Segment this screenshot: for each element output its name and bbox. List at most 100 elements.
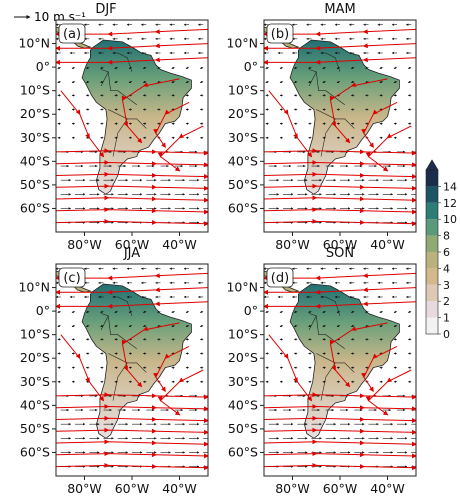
lat-label: 40°S [20,153,50,168]
panel-letter: (d) [266,267,294,288]
streamline [56,287,208,295]
wind-vector [393,310,398,313]
colorbar-tick-label: 10 [443,213,457,226]
wind-vector [393,80,398,84]
wind-vector [308,66,312,69]
wind-vector [379,66,383,69]
map-panel-mam: (b) MAM 10°N 0° 10°S 20°S 30°S 40°S 50°S 60°S 80°W… [226,2,417,252]
lon-label: 40°W [162,481,197,496]
panel-letter: (c) [58,267,86,288]
colorbar-segment [426,186,438,203]
wind-vector [393,324,398,328]
wind-vector [336,66,341,69]
lon-label: 80°W [67,481,102,496]
lat-label: 0° [244,59,258,74]
wind-vector [100,66,104,69]
colorbar-tick-label: 0 [443,328,450,341]
colorbar-tick-label: 2 [443,295,450,308]
streamline [157,369,204,416]
colorbar-extension [425,159,439,171]
wind-vector [171,66,175,69]
colorbar-segment [426,301,438,318]
wind-vector [365,324,369,328]
wind-vector [379,310,383,313]
lat-label: 10°N [226,36,258,51]
wind-vector [71,324,76,328]
lat-label: 10°S [20,83,50,98]
wind-vector [350,310,355,313]
streamline [264,287,416,295]
wind-vector [128,310,133,313]
streamline [56,183,208,191]
lon-label: 60°W [323,481,358,496]
colorbar-segment [426,219,438,236]
lat-label: 0° [36,59,50,74]
wind-vector [185,66,190,69]
streamline [264,218,416,227]
wind-vector [322,66,326,69]
wind-vector [350,66,355,69]
wind-vector [279,310,284,313]
lat-label: 30°S [20,374,50,389]
streamline [365,125,412,172]
wind-vector [85,310,90,313]
colorbar-segment [426,284,438,302]
wind-vector [407,80,412,84]
panel-letter-text: (d) [271,271,289,286]
colorbar-tick-label: 6 [443,246,450,259]
wind-vector [308,324,312,328]
colorbar-segment [426,268,438,285]
wind-vector [85,66,90,69]
streamline [264,43,416,51]
streamline [56,427,208,435]
lat-label: 40°S [20,397,50,412]
lat-label: 30°S [228,374,258,389]
lat-label: 10°N [18,36,50,51]
streamline [264,57,416,65]
wind-vector [171,324,175,328]
panel-letter: (b) [266,23,294,44]
lat-label: 10°N [18,280,50,295]
colorbar-tick-label: 14 [443,180,457,193]
lat-label: 50°S [20,177,50,192]
wind-vector [293,310,298,313]
wind-vector [365,66,369,69]
wind-vector [171,80,175,84]
wind-vector [128,66,133,69]
lat-label: 10°S [20,327,50,342]
colorbar-tick-label: 12 [443,197,457,210]
streamline [56,207,208,215]
lon-label: 80°W [275,481,310,496]
streamline [60,90,105,158]
wind-vector [199,324,204,328]
wind-vector [365,310,369,313]
wind-vector [185,80,190,84]
lon-label: 40°W [162,237,197,252]
streamline [329,78,388,144]
wind-vector [142,66,147,69]
season-title: JJA [123,246,140,261]
lon-label: 40°W [370,237,405,252]
lat-label: 40°S [228,153,258,168]
season-title: SON [326,246,354,261]
streamline [60,334,105,402]
lat-label: 60°S [20,444,50,459]
lon-label: 60°W [115,481,150,496]
panel-letter-text: (b) [271,27,289,42]
lon-label: 80°W [67,237,102,252]
streamline [264,195,416,203]
wind-vector [336,310,341,313]
streamline [329,322,388,388]
wind-vector [85,80,90,84]
streamline [121,322,180,388]
wind-vector [199,80,204,84]
wind-vector [71,66,76,69]
streamline [56,301,208,309]
map-panel-son: (d) SON 10°N 0° 10°S 20°S 30°S 40°S 50°S 60°S 80°W… [226,246,417,496]
streamline [56,415,208,424]
streamline [56,451,208,459]
wind-vector [57,310,61,313]
streamline [264,462,416,471]
wind-vector [279,80,284,84]
